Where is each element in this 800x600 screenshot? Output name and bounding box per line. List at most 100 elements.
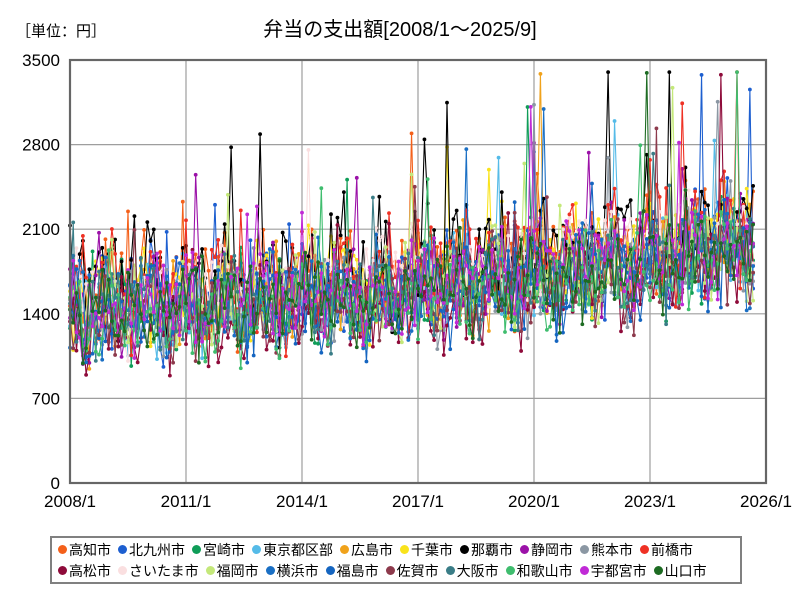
legend-item-東京都区部[interactable]: 東京都区部 [252,543,333,557]
series-point [651,278,656,283]
series-point [602,317,607,322]
series-point [126,209,130,214]
series-point [135,343,140,348]
series-point [335,259,340,264]
series-point [84,346,89,351]
series-point [506,233,511,238]
series-point [316,290,321,294]
legend-item-静岡市[interactable]: 静岡市 [520,543,573,557]
series-point [635,299,640,303]
legend-item-那覇市[interactable]: 那覇市 [460,543,513,557]
series-point [100,292,105,297]
series-point [303,329,308,334]
legend-item-熊本市[interactable]: 熊本市 [580,543,633,557]
series-point [622,244,627,249]
legend-item-横浜市[interactable]: 横浜市 [265,564,319,578]
series-point [203,321,208,326]
legend-item-佐賀市[interactable]: 佐賀市 [385,564,439,578]
series-point [506,316,511,321]
series-point [254,271,259,276]
series-point [348,331,353,336]
series-point [606,258,611,262]
series-point [486,230,491,235]
series-point [145,319,150,324]
series-point [267,247,272,251]
legend-item-広島市[interactable]: 広島市 [340,543,393,557]
legend-item-宮崎市[interactable]: 宮崎市 [192,543,245,557]
series-point [264,285,269,289]
legend-item-福岡市[interactable]: 福岡市 [205,564,259,578]
series-point [596,248,601,253]
series-point [106,277,111,282]
series-point [606,203,611,207]
series-point [103,308,108,313]
series-point [512,210,517,215]
series-point [142,228,147,232]
legend-item-さいたま市[interactable]: さいたま市 [118,564,199,578]
series-point [142,317,147,322]
series-point [747,87,752,92]
series-point [387,310,391,315]
series-point [225,192,230,197]
legend-label: 山口市 [664,562,707,579]
legend-item-千葉市[interactable]: 千葉市 [400,543,453,557]
legend-label: 宮崎市 [203,541,245,558]
series-point [287,222,292,227]
series-point [541,239,546,244]
legend-marker-icon [580,545,589,554]
series-point [735,273,739,278]
series-point [348,284,353,289]
legend-marker-icon [653,566,663,575]
series-point [441,297,446,302]
series-point [338,327,343,332]
series-point [660,216,665,221]
legend-item-北九州市[interactable]: 北九州市 [118,543,185,557]
series-point [187,319,192,324]
svg-text:2017/1: 2017/1 [392,492,444,511]
legend-item-高松市[interactable]: 高松市 [58,564,111,578]
series-point [387,255,391,259]
series-point [396,330,401,335]
series-point [564,305,569,310]
series-point [577,228,582,232]
series-point [406,251,411,256]
series-point [155,357,159,362]
series-point [528,320,533,325]
series-point [486,329,491,333]
series-point [74,267,79,272]
legend-item-福島市[interactable]: 福島市 [325,564,379,578]
series-point [87,337,92,341]
legend-item-前橋市[interactable]: 前橋市 [640,543,693,557]
series-point [689,198,694,202]
series-point [296,281,301,286]
series-point [164,267,169,272]
legend-item-大阪市[interactable]: 大阪市 [445,564,499,578]
series-point [129,258,134,262]
series-point [548,290,553,295]
series-point [670,85,675,90]
series-point [354,345,359,350]
series-point [200,247,205,251]
series-point [283,270,288,274]
series-point [396,325,401,329]
legend-item-和歌山市[interactable]: 和歌山市 [505,564,573,578]
legend-item-高知市[interactable]: 高知市 [58,543,111,557]
series-point [335,309,340,314]
legend-item-宇都宮市[interactable]: 宇都宮市 [579,564,647,578]
legend-item-山口市[interactable]: 山口市 [653,562,707,579]
series-point [499,224,504,229]
series-point [525,273,530,278]
series-point [622,320,627,325]
series-point [277,258,282,263]
series-point [702,207,707,212]
series-point [341,247,346,252]
series-point [361,240,366,244]
series-point [747,278,752,283]
series-point [74,291,79,295]
series-point [293,326,298,330]
legend-row-2: 高松市 さいたま市 福岡市 横浜市 福島市 佐賀市 大阪市 和歌山市 宇都宮市 山口市 [58,560,734,581]
series-point [506,211,511,215]
series-point [351,283,356,288]
series-point [464,147,469,152]
series-point [432,338,437,343]
